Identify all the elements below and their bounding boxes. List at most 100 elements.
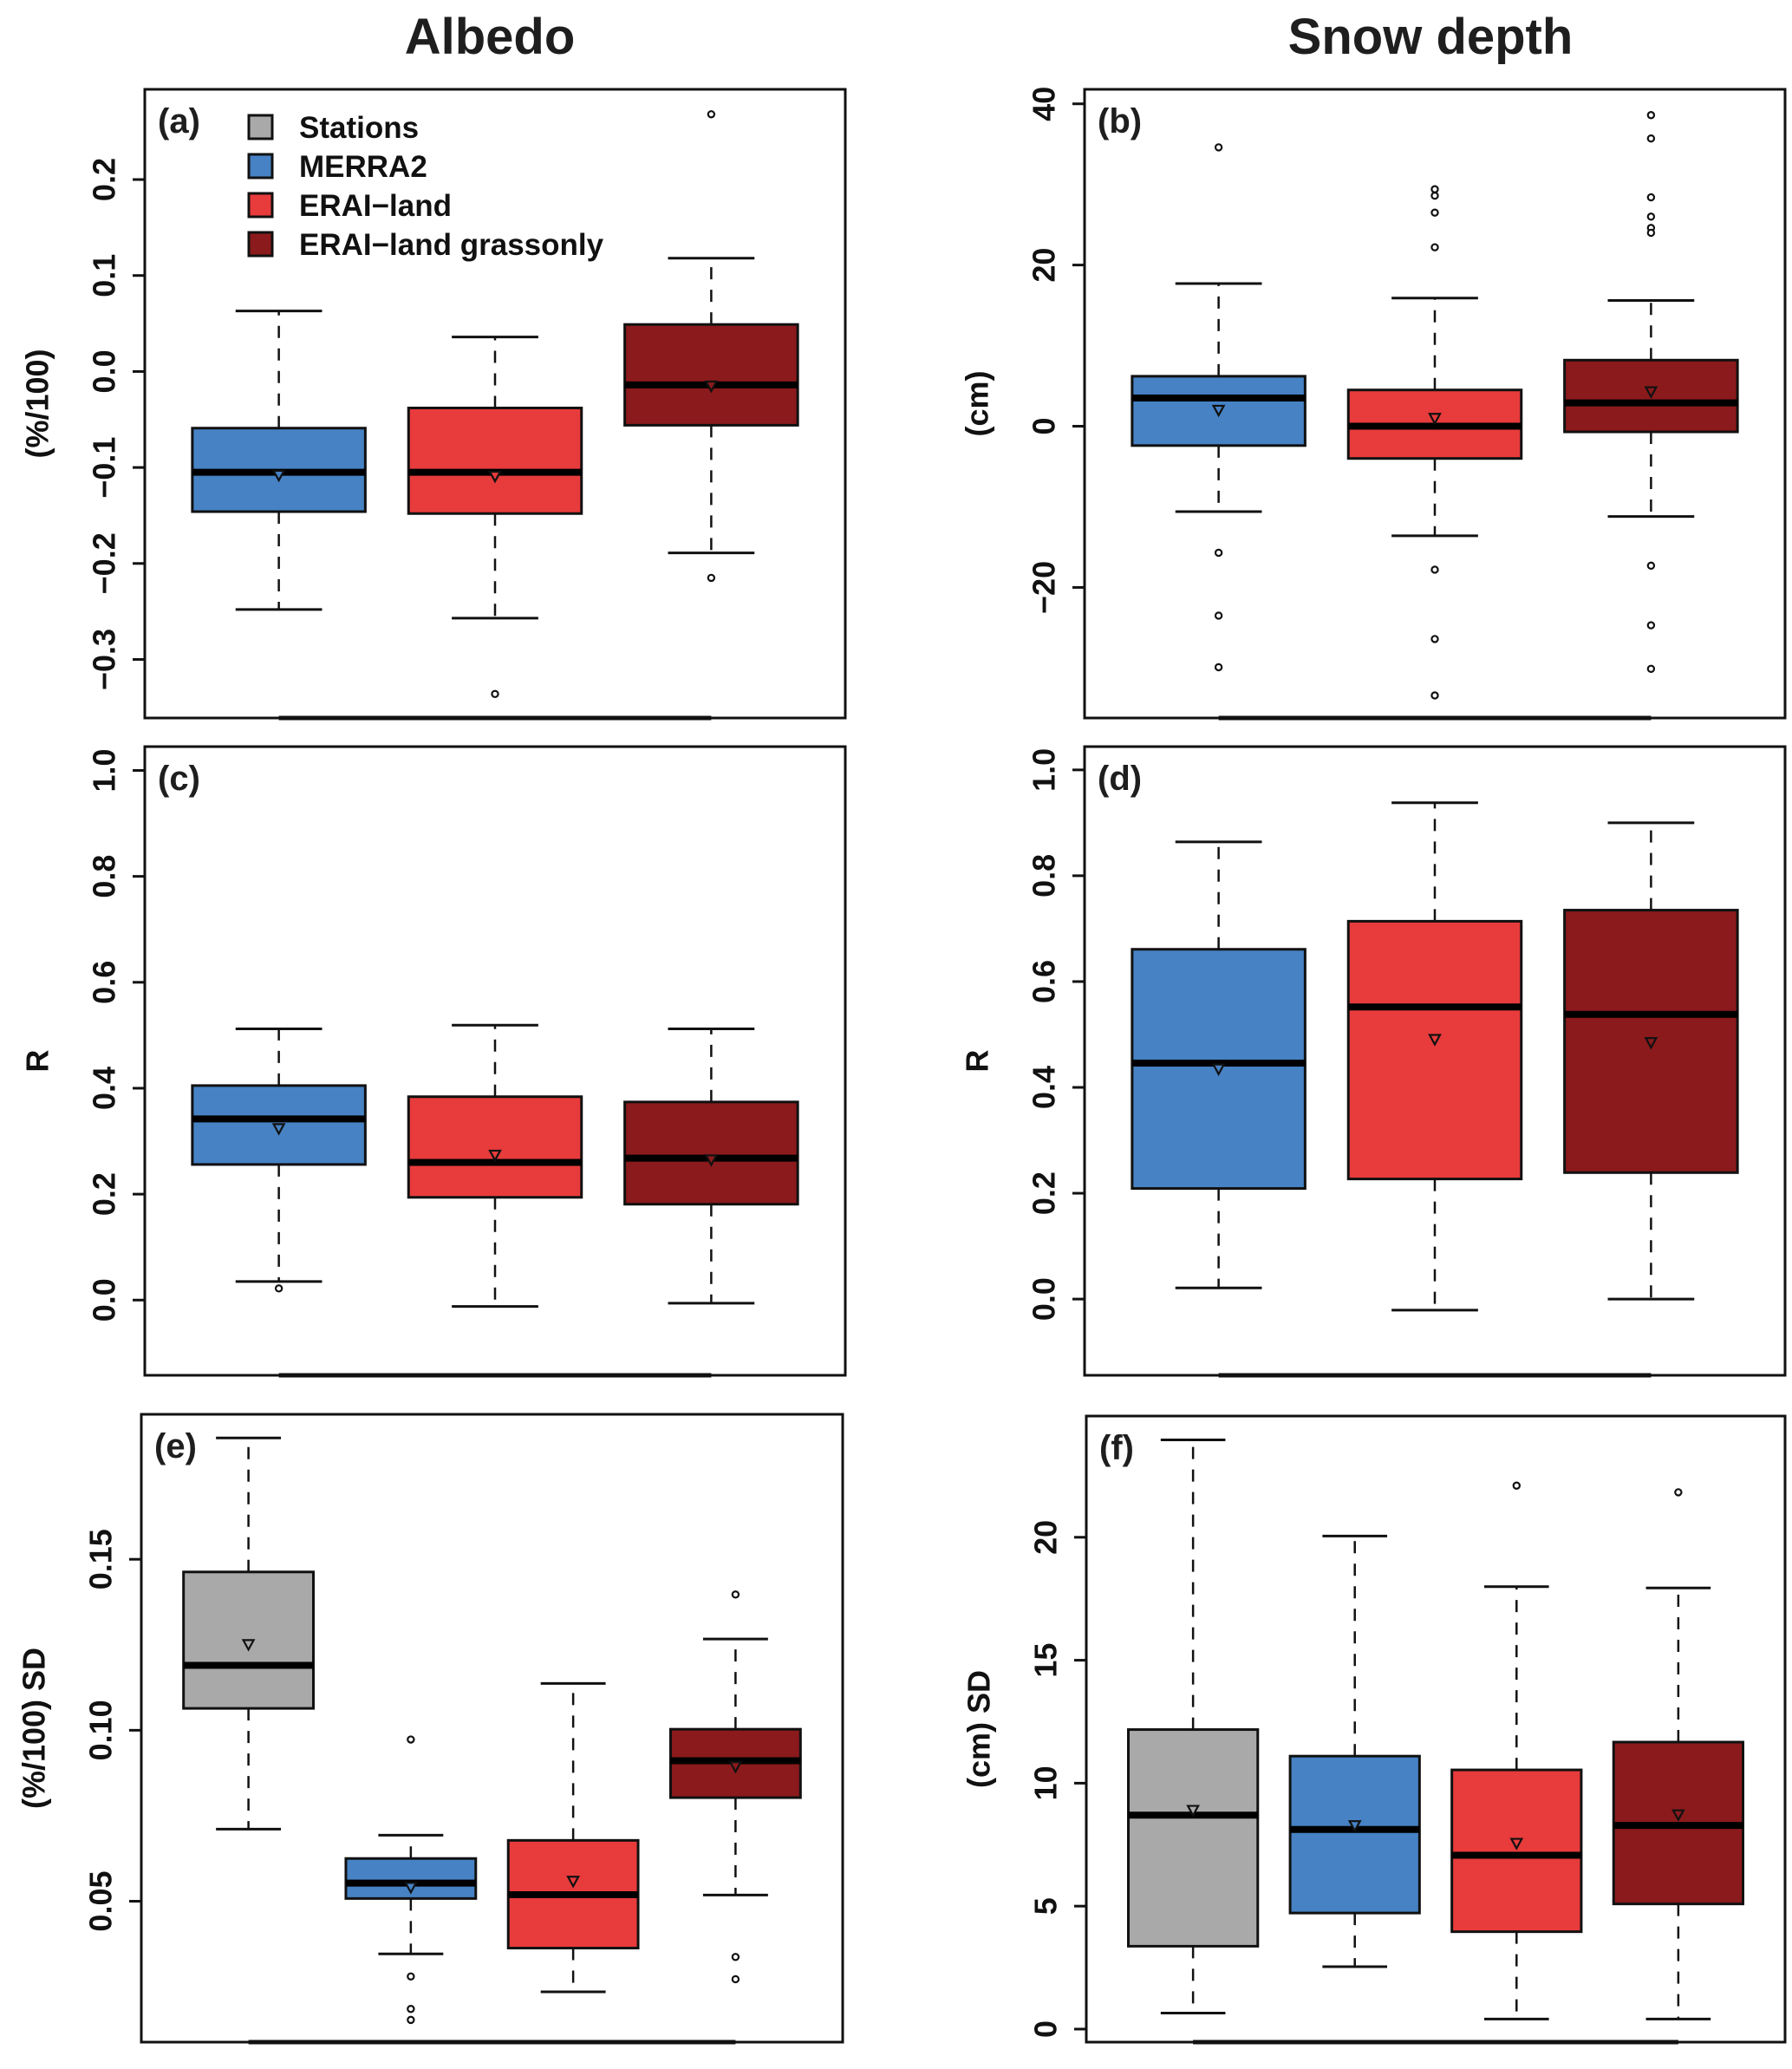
y-axis-title: (%/100) SD — [16, 1648, 52, 1809]
iqr-box — [623, 323, 799, 427]
mean-marker — [704, 380, 719, 394]
iqr-box — [623, 1100, 799, 1206]
legend-label-erai-land: ERAI−land — [299, 189, 452, 223]
legend: Stations MERRA2 ERAI−land ERAI−land gras… — [247, 111, 604, 262]
y-tick-label: 0.4 — [87, 1067, 122, 1110]
y-tick-label: 0.8 — [87, 855, 122, 898]
y-axis-title: R — [960, 1050, 995, 1073]
outlier-point — [1430, 185, 1439, 193]
outlier-point — [1430, 691, 1439, 700]
legend-swatch-stations — [247, 114, 274, 140]
mean-marker — [1347, 1820, 1362, 1833]
legend-label-stations: Stations — [299, 111, 419, 145]
legend-label-merra2: MERRA2 — [299, 150, 427, 184]
y-tick-label: 0.10 — [83, 1700, 119, 1760]
y-tick-label: 5 — [1028, 1897, 1064, 1915]
outlier-point — [1646, 134, 1656, 143]
y-tick-label: 0.05 — [83, 1870, 119, 1931]
outlier-point — [1646, 228, 1656, 238]
column-title-albedo: Albedo — [405, 9, 576, 65]
mean-marker — [728, 1761, 743, 1774]
iqr-box — [1346, 919, 1523, 1181]
box-erai-land — [1346, 801, 1523, 1312]
panel-label-a: (a) — [158, 102, 200, 140]
outlier-point — [1430, 208, 1439, 217]
outlier-point — [1430, 191, 1439, 200]
outlier-point — [1430, 635, 1439, 643]
outlier-point — [731, 1590, 740, 1599]
outlier-point — [731, 1953, 740, 1961]
y-tick-label: 0.0 — [1026, 1277, 1062, 1321]
y-tick-label: −0.2 — [87, 532, 122, 594]
y-axis-title: (%/100) — [20, 349, 55, 458]
box-erai-land-grassonly — [623, 1028, 799, 1305]
outlier-point — [274, 1284, 283, 1293]
y-tick-label: −0.1 — [87, 437, 122, 499]
outlier-point — [407, 2005, 415, 2014]
box-stations — [182, 1436, 316, 1831]
y-tick-label: 0 — [1028, 2020, 1064, 2038]
y-tick-label: 0.2 — [87, 158, 122, 201]
box-merra2 — [344, 1735, 478, 2025]
panel-label-b: (b) — [1098, 102, 1142, 140]
y-tick-label: 0.2 — [87, 1172, 122, 1216]
box-merra2 — [1288, 1534, 1421, 1968]
outlier-point — [1646, 561, 1656, 571]
box-merra2 — [191, 1028, 367, 1293]
y-tick-label: 20 — [1026, 248, 1062, 283]
y-tick-label: −20 — [1026, 561, 1062, 614]
y-tick-label: 0.15 — [83, 1529, 119, 1589]
box-erai-land-grassonly — [1563, 821, 1739, 1301]
y-tick-label: 20 — [1028, 1520, 1064, 1555]
box-merra2 — [1131, 143, 1307, 672]
mean-marker — [404, 1882, 418, 1895]
y-tick-label: 0.2 — [1026, 1172, 1062, 1215]
panel-label-d: (d) — [1098, 760, 1142, 798]
legend-swatch-merra2 — [247, 153, 274, 179]
mean-marker — [241, 1639, 256, 1652]
y-tick-label: 0.1 — [87, 254, 122, 297]
legend-swatch-erai-land — [247, 192, 274, 219]
mean-marker — [488, 1149, 502, 1163]
box-erai-land-grassonly — [623, 110, 799, 583]
mean-marker — [1644, 386, 1658, 399]
outlier-point — [1214, 611, 1223, 620]
y-tick-label: 0.0 — [87, 1278, 122, 1322]
outlier-point — [1214, 662, 1223, 672]
mean-marker — [1211, 404, 1226, 418]
mean-marker — [1428, 1034, 1442, 1047]
y-tick-label: 10 — [1028, 1766, 1064, 1800]
iqr-box — [407, 1095, 583, 1199]
panel-c: 0.0 0.2 0.4 0.6 0.8 1.0 R (c) — [20, 745, 847, 1378]
outlier-point — [1646, 111, 1656, 120]
mean-marker — [1428, 413, 1442, 426]
y-tick-label: −0.3 — [87, 629, 122, 690]
y-tick-label: 40 — [1026, 87, 1062, 121]
mean-marker — [1211, 1063, 1226, 1076]
panel-d: 0.0 0.2 0.4 0.6 0.8 1.0 R (d) — [960, 745, 1787, 1378]
y-tick-label: 0.4 — [1026, 1066, 1062, 1109]
outlier-point — [1674, 1488, 1683, 1497]
outlier-point — [1646, 193, 1656, 202]
iqr-box — [1563, 909, 1739, 1174]
panel-label-c: (c) — [158, 760, 200, 798]
y-axis-title: (cm) — [960, 370, 995, 436]
outlier-point — [1214, 143, 1223, 152]
y-tick-label: 0 — [1026, 418, 1062, 435]
box-erai-land — [1450, 1481, 1583, 2020]
iqr-box — [407, 406, 583, 515]
mean-marker — [1644, 1037, 1658, 1050]
outlier-point — [1512, 1481, 1521, 1490]
iqr-box — [1450, 1768, 1583, 1934]
mean-marker — [1186, 1805, 1200, 1818]
box-erai-land-grassonly — [668, 1590, 802, 1984]
y-tick-label: 1.0 — [1026, 748, 1062, 792]
outlier-point — [407, 1972, 415, 1981]
mean-marker — [1509, 1837, 1524, 1850]
iqr-box — [1127, 1728, 1260, 1948]
outlier-point — [1214, 548, 1223, 558]
legend-swatch-erai-land-grassonly — [247, 231, 274, 258]
y-tick-label: 0.8 — [1026, 854, 1062, 897]
outlier-point — [707, 110, 716, 119]
